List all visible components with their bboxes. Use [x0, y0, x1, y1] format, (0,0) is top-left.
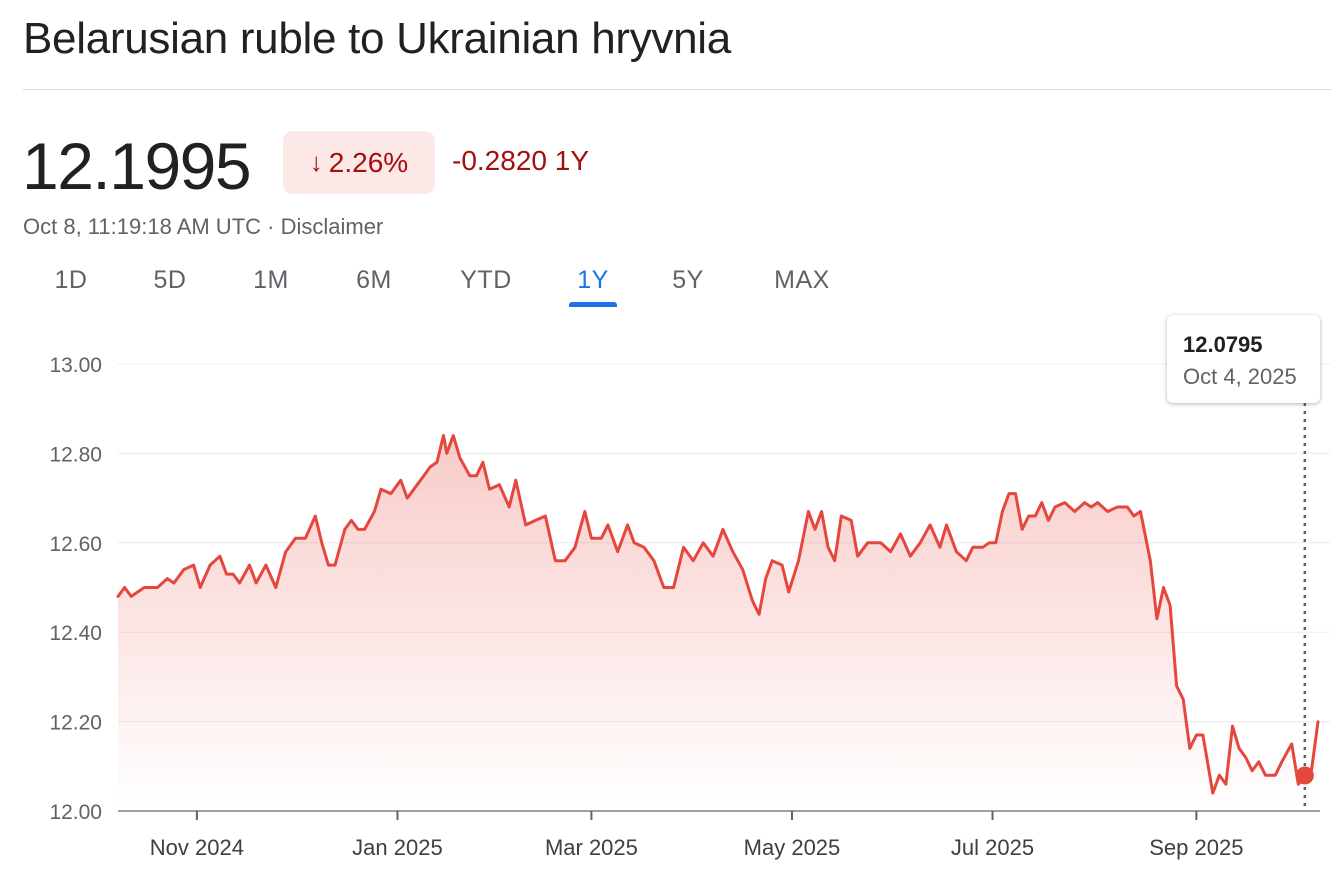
y-tick-label: 12.40	[49, 622, 102, 645]
title-divider	[23, 89, 1332, 90]
x-tick-label: May 2025	[744, 835, 841, 860]
page-title: Belarusian ruble to Ukrainian hryvnia	[23, 14, 731, 63]
disclaimer-link[interactable]: Disclaimer	[280, 214, 384, 239]
tooltip-value: 12.0795	[1183, 332, 1263, 357]
y-tick-label: 12.80	[49, 443, 102, 466]
y-tick-label: 12.20	[49, 712, 102, 735]
arrow-down-icon: ↓	[309, 147, 323, 177]
tab-1d[interactable]: 1D	[54, 266, 88, 294]
change-percent-label: 2.26%	[328, 146, 409, 178]
timestamp-line: Oct 8, 11:19:18 AM UTC · Disclaimer	[23, 214, 383, 240]
timestamp: Oct 8, 11:19:18 AM UTC ·	[23, 214, 281, 239]
x-tick-label: Sep 2025	[1149, 835, 1243, 860]
series-area	[118, 435, 1318, 811]
tooltip-date: Oct 4, 2025	[1183, 364, 1297, 389]
tab-6m[interactable]: 6M	[356, 266, 392, 294]
tab-5d[interactable]: 5D	[153, 266, 187, 294]
series-line	[116, 434, 1320, 795]
x-tick-label: Jul 2025	[951, 835, 1034, 860]
tab-max[interactable]: MAX	[774, 266, 830, 294]
change-absolute: -0.2820 1Y	[452, 145, 589, 176]
tab-5y[interactable]: 5Y	[672, 266, 704, 294]
tab-1m[interactable]: 1M	[253, 266, 289, 294]
x-tick-label: Jan 2025	[352, 835, 443, 860]
current-price: 12.1995	[22, 129, 252, 203]
tab-ytd[interactable]: YTD	[460, 266, 512, 294]
range-tabs: 1D 5D 1M 6M YTD 1Y 5Y MAX	[0, 266, 900, 310]
active-tab-indicator	[569, 302, 617, 307]
hover-point	[1295, 766, 1314, 785]
y-tick-label: 13.00	[49, 354, 102, 377]
tab-1y[interactable]: 1Y	[577, 266, 609, 294]
change-percent-badge: ↓ 2.26%	[283, 131, 435, 194]
y-tick-label: 12.60	[49, 533, 102, 556]
x-tick-label: Nov 2024	[150, 835, 244, 860]
hover-tooltip: 12.0795 Oct 4, 2025	[1167, 315, 1320, 403]
x-tick-label: Mar 2025	[545, 835, 638, 860]
y-tick-label: 12.00	[49, 801, 102, 824]
